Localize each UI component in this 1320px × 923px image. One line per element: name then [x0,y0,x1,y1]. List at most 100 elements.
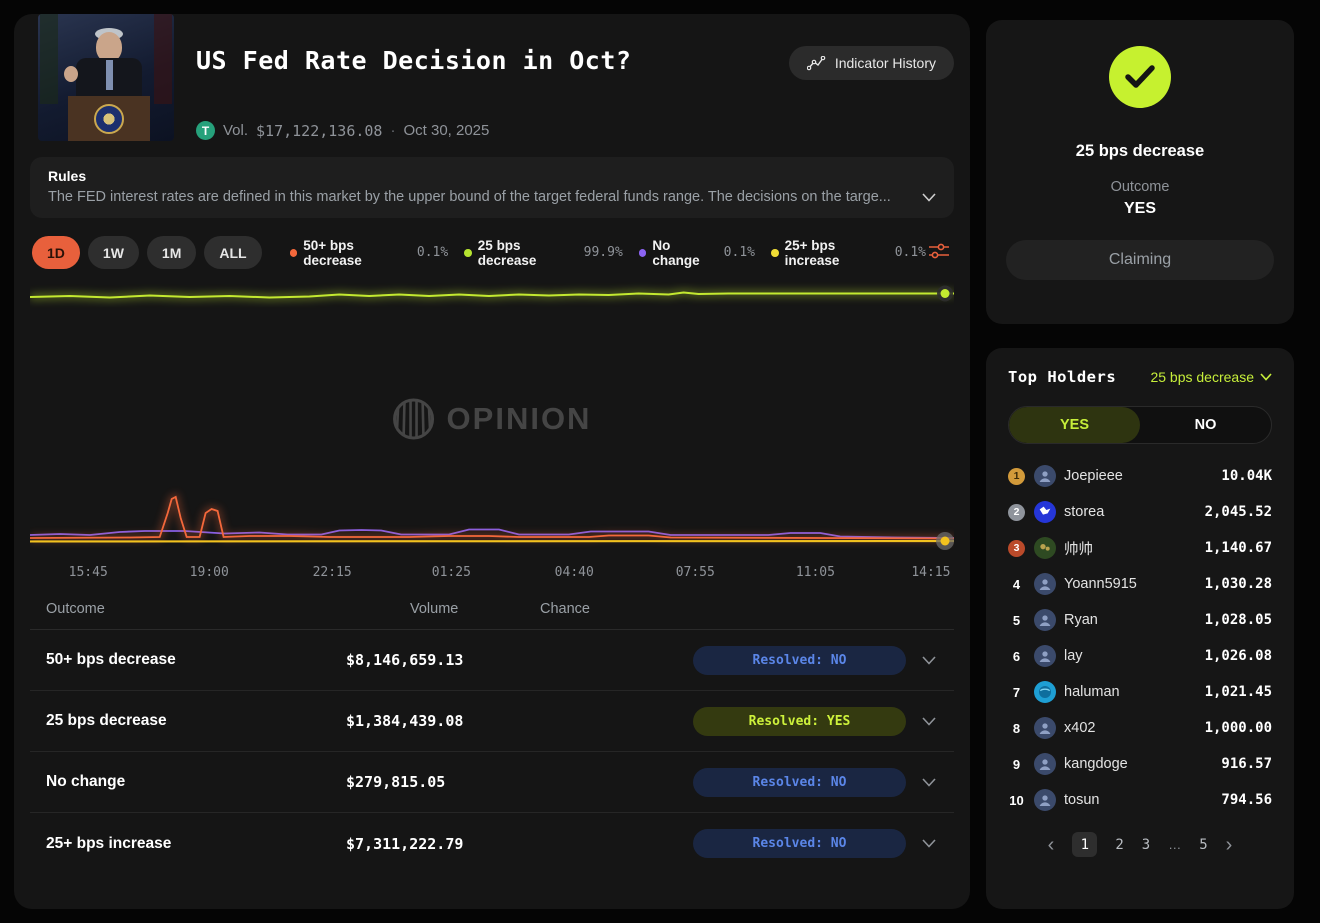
rank-number: 4 [1012,576,1021,592]
market-header: US Fed Rate Decision in Oct? T Vol. $17,… [30,14,954,141]
holder-amount: 1,026.08 [1204,648,1272,664]
outcome-row-25bps-increase[interactable]: 25+ bps increase $7,311,222.79 Resolved:… [30,813,954,874]
result-outcome-name: 25 bps decrease [1075,142,1205,160]
holders-filter-label: 25 bps decrease [1150,369,1254,385]
market-header-text: US Fed Rate Decision in Oct? T Vol. $17,… [196,14,789,140]
holder-amount: 1,000.00 [1204,720,1272,736]
top-holders-title: Top Holders [1008,368,1117,386]
row-expand-chevron-icon[interactable] [922,655,936,665]
timeframe-all-button[interactable]: ALL [204,236,262,269]
resolution-result-card: 25 bps decrease Outcome YES Claiming [986,20,1294,324]
holder-row[interactable]: 6 lay 1,026.08 [1008,638,1272,674]
holders-outcome-filter[interactable]: 25 bps decrease [1150,369,1272,385]
chart-settings-sliders-icon[interactable] [926,241,952,264]
outcome-row-no-change[interactable]: No change $279,815.05 Resolved: NO [30,752,954,813]
rank-number: 10 [1009,792,1024,808]
holder-row[interactable]: 3 帅帅 1,140.67 [1008,530,1272,566]
row-expand-chevron-icon[interactable] [922,716,936,726]
legend-dot [464,248,472,257]
market-card: US Fed Rate Decision in Oct? T Vol. $17,… [14,14,970,909]
pagination-next-button[interactable]: › [1225,833,1233,856]
resolved-check-icon [1109,46,1171,108]
row-expand-chevron-icon[interactable] [922,777,936,787]
chart-legend: 50+ bps decrease 0.1% 25 bps decrease 99… [289,237,926,268]
legend-dot [638,248,647,257]
market-date: Oct 30, 2025 [403,122,490,139]
volume-label: Vol. [223,122,249,139]
pagination-prev-button[interactable]: ‹ [1047,833,1055,856]
legend-value: 0.1% [416,245,449,260]
holder-name: lay [1064,648,1083,664]
rank-number: 5 [1012,612,1021,628]
avatar [1034,465,1056,487]
volume-value: $17,122,136.08 [256,121,383,140]
holder-row[interactable]: 9 kangdoge 916.57 [1008,746,1272,782]
column-header-volume: Volume [410,601,459,617]
result-outcome-label: Outcome [1110,179,1170,195]
legend-value: 99.9% [583,245,623,260]
holder-name: Ryan [1064,612,1098,628]
holder-row[interactable]: 8 x402 1,000.00 [1008,710,1272,746]
holder-row[interactable]: 2 storea 2,045.52 [1008,494,1272,530]
pagination-page-3[interactable]: 3 [1141,836,1151,853]
x-tick: 11:05 [795,565,835,580]
outcome-row-25bps-decrease[interactable]: 25 bps decrease $1,384,439.08 Resolved: … [30,691,954,752]
holder-amount: 1,030.28 [1204,576,1272,592]
avatar [1034,753,1056,775]
tab-yes[interactable]: YES [1009,407,1140,443]
rank-badge-gold: 1 [1008,467,1025,485]
holder-row[interactable]: 5 Ryan 1,028.05 [1008,602,1272,638]
timeframe-1m-button[interactable]: 1M [146,236,197,269]
pagination-page-5[interactable]: 5 [1199,836,1208,853]
rules-expand-chevron-icon[interactable] [922,192,936,202]
holder-name: kangdoge [1064,756,1128,772]
rank-badge-bronze: 3 [1008,539,1025,557]
outcome-volume: $1,384,439.08 [346,712,464,730]
series-25bps-increase-line [30,540,954,543]
timeframe-1w-button[interactable]: 1W [87,236,139,269]
top-holders-card: Top Holders 25 bps decrease YES NO 1 Joe… [986,348,1294,909]
rules-section: Rules The FED interest rates are defined… [30,157,954,218]
outcome-volume: $8,146,659.13 [346,651,464,669]
avatar [1034,645,1056,667]
legend-label: 25+ bps increase [784,237,840,268]
holders-list: 1 Joepieee 10.04K 2 storea 2,045.52 3 [1008,458,1272,818]
rank-badge-silver: 2 [1008,503,1025,521]
holder-name: 帅帅 [1064,541,1093,558]
pagination-page-2[interactable]: 2 [1115,836,1124,853]
outcome-name: 25 bps decrease [46,712,167,729]
pagination-ellipsis: … [1168,837,1182,852]
avatar [1034,537,1056,559]
holder-amount: 794.56 [1221,792,1272,808]
holder-amount: 10.04K [1221,468,1272,484]
holder-amount: 1,028.05 [1204,612,1272,628]
legend-value: 0.1% [894,245,926,260]
indicator-history-button[interactable]: Indicator History [788,46,954,80]
rank-number: 7 [1012,684,1021,700]
avatar [1034,573,1056,595]
resolved-status-badge: Resolved: NO [693,829,906,858]
holder-row[interactable]: 1 Joepieee 10.04K [1008,458,1272,494]
holders-pagination: ‹ 1 2 3 … 5 › [1008,832,1272,857]
chart-canvas [30,285,954,550]
indicator-history-label: Indicator History [834,55,936,71]
avatar [1034,681,1056,703]
outcome-name: No change [46,773,126,790]
outcomes-table-header: Outcome Volume Chance [30,583,954,630]
tab-no[interactable]: NO [1140,407,1271,443]
legend-label: 25 bps decrease [477,237,537,268]
row-expand-chevron-icon[interactable] [922,839,936,848]
legend-value: 0.1% [723,245,755,260]
holder-row[interactable]: 10 tosun 794.56 [1008,782,1272,818]
price-chart[interactable]: OPINION [30,275,954,563]
avatar [1034,501,1056,523]
holder-row[interactable]: 7 haluman 1,021.45 [1008,674,1272,710]
pagination-page-1[interactable]: 1 [1072,832,1098,857]
timeframe-1d-button[interactable]: 1D [32,236,80,269]
claiming-button[interactable]: Claiming [1006,240,1274,280]
avatar [1034,717,1056,739]
outcome-row-50bps-decrease[interactable]: 50+ bps decrease $8,146,659.13 Resolved:… [30,630,954,691]
holder-row[interactable]: 4 Yoann5915 1,030.28 [1008,566,1272,602]
holder-amount: 1,021.45 [1204,684,1272,700]
